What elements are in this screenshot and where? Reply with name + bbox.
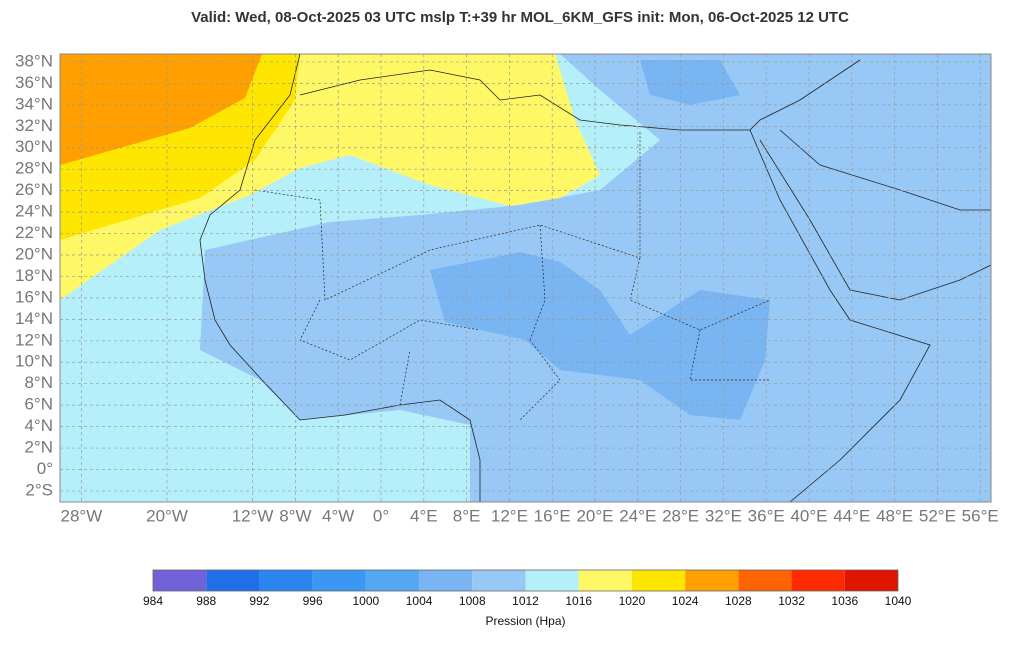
lon-tick-label: 20°E — [576, 506, 613, 525]
lon-tick-label: 20°W — [146, 506, 188, 525]
lon-tick-label: 52°E — [919, 506, 956, 525]
lat-tick-label: 18°N — [15, 266, 53, 285]
colorbar-label: 1004 — [406, 594, 433, 608]
lat-tick-label: 10°N — [15, 352, 53, 371]
lat-tick-label: 26°N — [15, 180, 53, 199]
field-1008 — [200, 54, 991, 502]
lon-tick-label: 4°W — [322, 506, 354, 525]
field-1024 — [60, 54, 262, 165]
colorbar-label: 1032 — [778, 594, 805, 608]
lon-tick-label: 12°W — [232, 506, 274, 525]
colorbar-label: 1028 — [725, 594, 752, 608]
colorbar-label: 1008 — [459, 594, 486, 608]
lon-tick-label: 56°E — [962, 506, 999, 525]
lat-tick-label: 0° — [37, 459, 53, 478]
lat-tick-label: 12°N — [15, 330, 53, 349]
lon-tick-label: 36°E — [748, 506, 785, 525]
lon-tick-label: 48°E — [876, 506, 913, 525]
lat-tick-label: 34°N — [15, 94, 53, 113]
pressure-field — [60, 54, 991, 502]
lon-tick-label: 44°E — [833, 506, 870, 525]
field-1004 — [430, 252, 770, 420]
colorbar-label: 1040 — [885, 594, 912, 608]
coastline — [199, 54, 991, 502]
map-title: Valid: Wed, 08-Oct-2025 03 UTC mslp T:+3… — [191, 9, 849, 26]
colorbar-label: 1024 — [672, 594, 699, 608]
colorbar-segment — [259, 570, 313, 591]
lat-tick-label: 6°N — [24, 395, 53, 414]
colorbar-segment — [578, 570, 632, 591]
lon-tick-label: 24°E — [619, 506, 656, 525]
lon-tick-label: 8°E — [453, 506, 481, 525]
colorbar-segment — [472, 570, 526, 591]
colorbar-label: 996 — [303, 594, 323, 608]
colorbar-segment — [844, 570, 898, 591]
colorbar-label: 1000 — [353, 594, 380, 608]
colorbar-label: 992 — [249, 594, 269, 608]
lat-tick-label: 24°N — [15, 202, 53, 221]
colorbar-segment — [419, 570, 473, 591]
colorbar-label: 1020 — [619, 594, 646, 608]
colorbar-segment — [206, 570, 260, 591]
lat-tick-label: 30°N — [15, 137, 53, 156]
lat-tick-label: 20°N — [15, 244, 53, 263]
colorbar-segment — [631, 570, 686, 591]
lon-tick-label: 8°W — [279, 506, 311, 525]
lon-tick-label: 28°E — [662, 506, 699, 525]
lon-tick-label: 40°E — [790, 506, 827, 525]
lon-tick-label: 0° — [373, 506, 389, 525]
country-borders — [254, 130, 771, 421]
lat-tick-label: 28°N — [15, 159, 53, 178]
map-frame — [59, 53, 992, 503]
lat-tick-label: 36°N — [15, 73, 53, 92]
colorbar-label: 988 — [196, 594, 216, 608]
lat-tick-label: 38°N — [15, 51, 53, 70]
lat-tick-label: 8°N — [24, 373, 53, 392]
lon-tick-label: 28°W — [61, 506, 103, 525]
colorbar-frame — [152, 569, 899, 592]
lat-tick-label: 2°S — [25, 480, 53, 499]
colorbar-title: Pression (Hpa) — [485, 614, 565, 628]
lat-tick-label: 2°N — [24, 438, 53, 457]
colorbar-label: 1016 — [565, 594, 592, 608]
lon-tick-label: 12°E — [491, 506, 528, 525]
lat-tick-label: 4°N — [24, 416, 53, 435]
lon-tick-label: 4°E — [410, 506, 438, 525]
colorbar-segment — [738, 570, 792, 591]
lon-tick-label: 32°E — [705, 506, 742, 525]
colorbar-label: 1012 — [512, 594, 539, 608]
lat-tick-label: 14°N — [15, 309, 53, 328]
lon-tick-label: 16°E — [534, 506, 571, 525]
colorbar-segment — [153, 570, 207, 591]
colorbar-segment — [312, 570, 366, 591]
lat-tick-label: 32°N — [15, 116, 53, 135]
colorbar-label: 984 — [143, 594, 163, 608]
colorbar-segment — [365, 570, 420, 591]
colorbar-segment — [685, 570, 739, 591]
colorbar-segment — [525, 570, 579, 591]
colorbar-label: 1036 — [831, 594, 858, 608]
colorbar-segment — [791, 570, 845, 591]
field-1004 — [640, 60, 740, 105]
lat-tick-label: 16°N — [15, 287, 53, 306]
lat-tick-label: 22°N — [15, 223, 53, 242]
